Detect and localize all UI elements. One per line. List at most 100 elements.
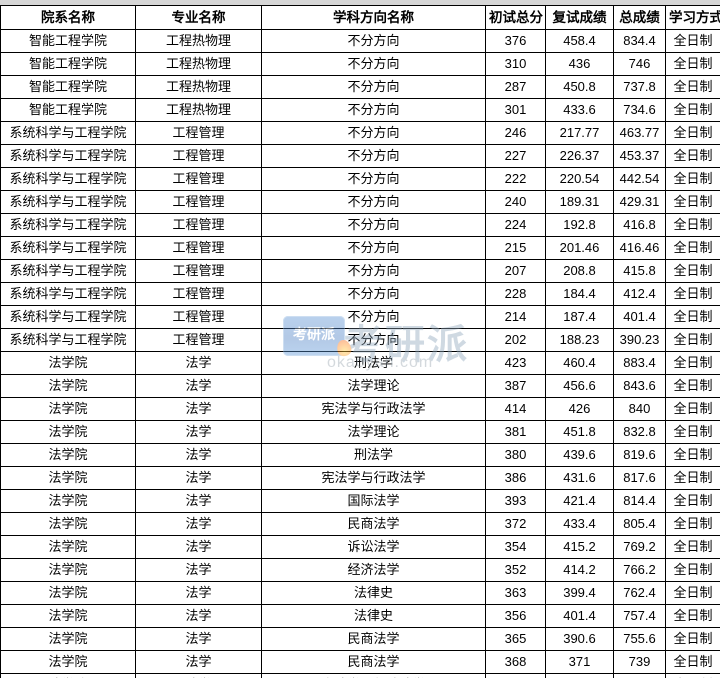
cell-total-score[interactable]: 463.77 <box>613 121 666 145</box>
cell-direction[interactable]: 不分方向 <box>261 121 486 145</box>
cell-retest-score[interactable]: 399.4 <box>545 581 614 605</box>
cell-retest-score[interactable]: 189.31 <box>545 190 614 214</box>
cell-study-mode[interactable]: 全日制 <box>665 282 720 306</box>
table-row[interactable]: 法学院 法学 法学理论 381 451.8 832.8 全日制 <box>0 420 720 444</box>
table-row[interactable]: 法学院 法学 国际法学 393 421.4 814.4 全日制 <box>0 489 720 513</box>
table-row[interactable]: 法学院 法学 民商法学 368 371 739 全日制 <box>0 650 720 674</box>
cell-study-mode[interactable]: 全日制 <box>665 673 720 678</box>
cell-dept[interactable]: 法学院 <box>0 374 136 398</box>
table-row[interactable]: 法学院 法学 宪法学与行政法学 414 426 840 全日制 <box>0 397 720 421</box>
cell-major[interactable]: 法学 <box>135 535 262 559</box>
cell-direction[interactable]: 不分方向 <box>261 98 486 122</box>
table-row[interactable]: 法学院 法学 法律史 356 401.4 757.4 全日制 <box>0 604 720 628</box>
cell-dept[interactable]: 法学院 <box>0 512 136 536</box>
cell-retest-score[interactable]: 451.8 <box>545 420 614 444</box>
cell-retest-score[interactable]: 184.4 <box>545 282 614 306</box>
column-header-study-mode[interactable]: 学习方式 <box>665 5 720 30</box>
cell-dept[interactable]: 法学院 <box>0 420 136 444</box>
cell-study-mode[interactable]: 全日制 <box>665 29 720 53</box>
cell-major[interactable]: 法学 <box>135 581 262 605</box>
cell-preliminary-score[interactable]: 381 <box>485 420 546 444</box>
cell-total-score[interactable]: 737.8 <box>613 75 666 99</box>
cell-study-mode[interactable]: 全日制 <box>665 512 720 536</box>
cell-major[interactable]: 法学 <box>135 673 262 678</box>
cell-preliminary-score[interactable]: 354 <box>485 535 546 559</box>
cell-dept[interactable]: 法学院 <box>0 397 136 421</box>
cell-major[interactable]: 法学 <box>135 512 262 536</box>
cell-total-score[interactable]: 416.8 <box>613 213 666 237</box>
table-row[interactable]: 智能工程学院 工程热物理 不分方向 287 450.8 737.8 全日制 <box>0 75 720 99</box>
cell-major[interactable]: 法学 <box>135 374 262 398</box>
cell-preliminary-score[interactable]: 365 <box>485 627 546 651</box>
cell-total-score[interactable]: 734.6 <box>613 98 666 122</box>
cell-dept[interactable]: 智能工程学院 <box>0 98 136 122</box>
table-row[interactable]: 法学院 法学 刑法学 380 439.6 819.6 全日制 <box>0 443 720 467</box>
cell-study-mode[interactable]: 全日制 <box>665 535 720 559</box>
cell-dept[interactable]: 系统科学与工程学院 <box>0 236 136 260</box>
cell-preliminary-score[interactable]: 287 <box>485 75 546 99</box>
cell-preliminary-score[interactable]: 246 <box>485 121 546 145</box>
table-row[interactable]: 系统科学与工程学院 工程管理 不分方向 227 226.37 453.37 全日制 <box>0 144 720 168</box>
cell-major[interactable]: 工程热物理 <box>135 29 262 53</box>
cell-major[interactable]: 工程热物理 <box>135 75 262 99</box>
cell-retest-score[interactable]: 433.6 <box>545 98 614 122</box>
column-header-preliminary-score[interactable]: 初试总分 <box>485 5 546 30</box>
cell-direction[interactable]: 国际法学 <box>261 489 486 513</box>
cell-major[interactable]: 工程管理 <box>135 190 262 214</box>
cell-direction[interactable]: 法学理论 <box>261 420 486 444</box>
cell-direction[interactable]: 不分方向 <box>261 167 486 191</box>
cell-direction[interactable]: 不分方向 <box>261 144 486 168</box>
cell-preliminary-score[interactable]: 393 <box>485 489 546 513</box>
cell-study-mode[interactable]: 全日制 <box>665 604 720 628</box>
cell-direction[interactable]: 不分方向 <box>261 305 486 329</box>
table-row[interactable]: 系统科学与工程学院 工程管理 不分方向 224 192.8 416.8 全日制 <box>0 213 720 237</box>
cell-study-mode[interactable]: 全日制 <box>665 489 720 513</box>
cell-study-mode[interactable]: 全日制 <box>665 443 720 467</box>
cell-total-score[interactable]: 762.4 <box>613 581 666 605</box>
cell-total-score[interactable]: 415.8 <box>613 259 666 283</box>
cell-study-mode[interactable]: 全日制 <box>665 75 720 99</box>
cell-major[interactable]: 工程管理 <box>135 236 262 260</box>
cell-study-mode[interactable]: 全日制 <box>665 466 720 490</box>
cell-major[interactable]: 法学 <box>135 351 262 375</box>
cell-dept[interactable]: 系统科学与工程学院 <box>0 121 136 145</box>
cell-study-mode[interactable]: 全日制 <box>665 351 720 375</box>
cell-direction[interactable]: 刑法学 <box>261 351 486 375</box>
cell-direction[interactable]: 不分方向 <box>261 29 486 53</box>
cell-total-score[interactable]: 390.23 <box>613 328 666 352</box>
cell-retest-score[interactable]: 187.4 <box>545 305 614 329</box>
cell-dept[interactable]: 智能工程学院 <box>0 75 136 99</box>
cell-retest-score[interactable]: 220.54 <box>545 167 614 191</box>
cell-preliminary-score[interactable]: 202 <box>485 328 546 352</box>
cell-total-score[interactable]: 739 <box>613 650 666 674</box>
cell-retest-score[interactable]: 433.4 <box>545 512 614 536</box>
cell-dept[interactable]: 系统科学与工程学院 <box>0 305 136 329</box>
cell-preliminary-score[interactable]: 215 <box>485 236 546 260</box>
cell-major[interactable]: 工程管理 <box>135 144 262 168</box>
cell-major[interactable]: 法学 <box>135 420 262 444</box>
cell-direction[interactable]: 不分方向 <box>261 282 486 306</box>
cell-dept[interactable]: 系统科学与工程学院 <box>0 213 136 237</box>
cell-retest-score[interactable]: 375.4 <box>545 673 614 678</box>
cell-preliminary-score[interactable]: 228 <box>485 282 546 306</box>
cell-total-score[interactable]: 416.46 <box>613 236 666 260</box>
table-row[interactable]: 系统科学与工程学院 工程管理 不分方向 214 187.4 401.4 全日制 <box>0 305 720 329</box>
cell-study-mode[interactable]: 全日制 <box>665 420 720 444</box>
cell-major[interactable]: 工程管理 <box>135 213 262 237</box>
table-row[interactable]: 系统科学与工程学院 工程管理 不分方向 240 189.31 429.31 全日制 <box>0 190 720 214</box>
table-row[interactable]: 智能工程学院 工程热物理 不分方向 310 436 746 全日制 <box>0 52 720 76</box>
cell-retest-score[interactable]: 421.4 <box>545 489 614 513</box>
table-row[interactable]: 法学院 法学 诉讼法学 354 415.2 769.2 全日制 <box>0 535 720 559</box>
cell-total-score[interactable]: 746 <box>613 52 666 76</box>
column-header-total-score[interactable]: 总成绩 <box>613 5 666 30</box>
cell-preliminary-score[interactable]: 310 <box>485 52 546 76</box>
cell-direction[interactable]: 宪法学与行政法学 <box>261 673 486 678</box>
cell-direction[interactable]: 不分方向 <box>261 328 486 352</box>
cell-preliminary-score[interactable]: 423 <box>485 351 546 375</box>
cell-major[interactable]: 工程管理 <box>135 167 262 191</box>
cell-study-mode[interactable]: 全日制 <box>665 121 720 145</box>
cell-total-score[interactable]: 819.6 <box>613 443 666 467</box>
table-row[interactable]: 法学院 法学 刑法学 423 460.4 883.4 全日制 <box>0 351 720 375</box>
cell-retest-score[interactable]: 390.6 <box>545 627 614 651</box>
cell-study-mode[interactable]: 全日制 <box>665 627 720 651</box>
